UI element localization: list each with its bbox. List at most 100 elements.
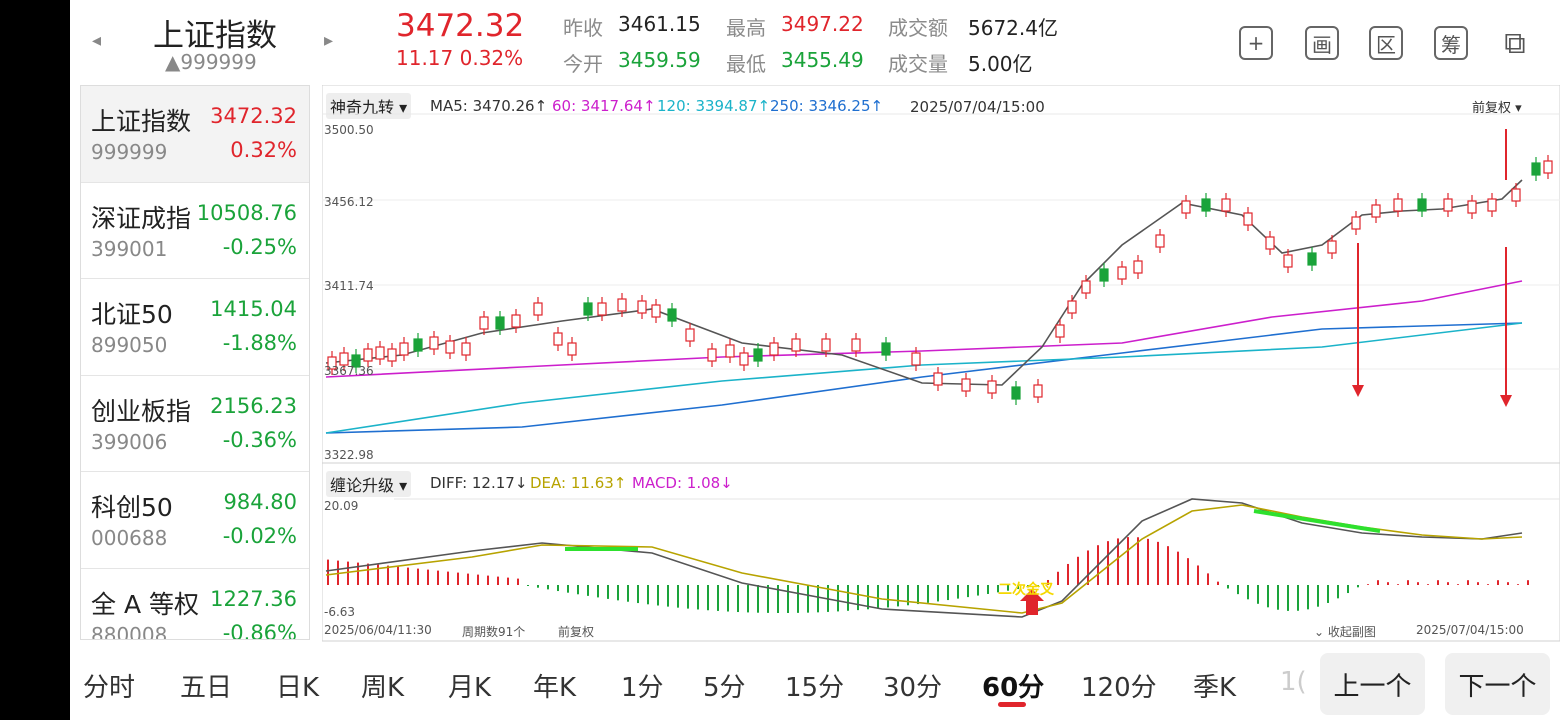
candle-body (567, 342, 577, 356)
tab-1min[interactable]: 1分 (621, 673, 664, 703)
device-icon[interactable]: ⧉ (1504, 25, 1526, 61)
y-tick: 3322.98 (324, 448, 374, 462)
candle-body (1351, 216, 1361, 230)
ma60-label: 60: 3417.64↑ (552, 97, 656, 115)
indicator-select[interactable]: 神奇九转 ▾ (326, 93, 412, 119)
app-window: ◂ ▸ 上证指数 ▲999999 3472.32 11.17 0.32% 昨收 … (70, 0, 1560, 720)
list-item-pct: -1.88% (222, 331, 297, 355)
y-tick: 3367.36 (324, 364, 374, 378)
candle-body (583, 302, 593, 316)
candle-body (1055, 324, 1065, 338)
list-item-name: 深证成指 (91, 203, 192, 233)
diff-label: DIFF: 12.17↓ (430, 474, 528, 492)
tab-120min[interactable]: 120分 (1081, 673, 1157, 703)
tab-15min[interactable]: 15分 (785, 673, 845, 703)
list-item[interactable]: 北证50 1415.04 899050 -1.88% (81, 279, 309, 376)
y-tick: 3500.50 (324, 123, 374, 137)
tab-week-k[interactable]: 周K (361, 673, 405, 703)
tab-intraday[interactable]: 分时 (83, 673, 136, 703)
sub-indicator-select[interactable]: 缠论升级 ▾ (326, 471, 412, 497)
region-icon[interactable]: 区 (1369, 26, 1403, 60)
next-index-arrow-icon[interactable]: ▸ (324, 30, 334, 51)
list-item[interactable]: 深证成指 10508.76 399001 -0.25% (81, 183, 309, 279)
stat-value: 5.00亿 (968, 52, 1033, 76)
candle-body (1221, 198, 1231, 212)
tab-month-k[interactable]: 月K (448, 673, 492, 703)
list-item[interactable]: 上证指数 3472.32 999999 0.32% (81, 86, 309, 183)
stat-value: 3459.59 (618, 48, 701, 72)
next-button[interactable]: 下一个 (1445, 653, 1550, 715)
collapse-subchart-button[interactable]: ⌄ 收起副图 (1314, 625, 1376, 639)
adjust-select[interactable]: 前复权 ▾ (1472, 101, 1522, 116)
tab-year-k[interactable]: 年K (533, 673, 577, 703)
tab-30min[interactable]: 30分 (883, 673, 943, 703)
list-item-code: 000688 (91, 526, 168, 550)
list-item-name: 北证50 (91, 300, 173, 329)
sub-y-tick: 20.09 (324, 499, 359, 513)
sub-y-tick: -6.63 (324, 605, 356, 619)
tab-season-k[interactable]: 季K (1193, 673, 1237, 703)
candle-body (1443, 198, 1453, 212)
candle-body (1487, 198, 1497, 212)
candle-body (461, 342, 471, 356)
list-item[interactable]: 全 A 等权 1227.36 880008 -0.86% (81, 569, 309, 640)
candle-body (1133, 260, 1143, 274)
plus-icon[interactable]: + (1239, 26, 1273, 60)
candle-body (339, 352, 349, 366)
draw-icon[interactable]: 画 (1305, 26, 1339, 60)
y-tick: 3456.12 (324, 195, 374, 209)
stat-label: 最低 (726, 52, 766, 76)
tab-five-day[interactable]: 五日 (180, 673, 233, 703)
list-item[interactable]: 科创50 984.80 000688 -0.02% (81, 472, 309, 569)
candle-body (769, 342, 779, 356)
ma250-line (325, 322, 1523, 434)
candle-body (1243, 212, 1253, 226)
chip-icon[interactable]: 筹 (1434, 26, 1468, 60)
prev-index-arrow-icon[interactable]: ◂ (92, 30, 102, 51)
tab-day-k[interactable]: 日K (276, 673, 320, 703)
candle-body (651, 304, 661, 318)
candle-body (445, 340, 455, 354)
macd-label: MACD: 1.08↓ (632, 474, 733, 492)
candle-body (533, 302, 543, 316)
dea-line (325, 504, 1523, 614)
candle-body (1511, 188, 1521, 202)
footer-end-date: 2025/07/04/15:00 (1416, 623, 1524, 637)
candle-body (413, 338, 423, 352)
candle-body (1531, 162, 1541, 176)
candle-body (821, 338, 831, 352)
list-item-price: 2156.23 (210, 393, 297, 418)
candle-body (1099, 268, 1109, 282)
candle-body (351, 354, 361, 368)
tab-more[interactable]: 1( (1280, 667, 1307, 697)
candle-body (1155, 234, 1165, 248)
tab-60min[interactable]: 60分 (982, 673, 1045, 703)
kline-chart[interactable]: 神奇九转 ▾ MA5: 3470.26↑ 60: 3417.64↑ 120: 3… (322, 85, 1560, 642)
list-item[interactable]: 创业板指 2156.23 399006 -0.36% (81, 376, 309, 472)
candle-body (399, 342, 409, 356)
tab-5min[interactable]: 5分 (703, 673, 746, 703)
candle-body (1393, 198, 1403, 212)
period-tabs: 分时 五日 日K 周K 月K 年K 1分 5分 15分 30分 60分 120分… (70, 655, 1560, 720)
signal-arrow-head (1020, 589, 1044, 601)
candle-body (725, 344, 735, 358)
list-item-price: 3472.32 (210, 104, 297, 128)
candle-body (1067, 300, 1077, 314)
candle-body (1417, 198, 1427, 212)
candle-body (387, 348, 397, 362)
stat-value: 3497.22 (781, 12, 864, 36)
ma60-line (325, 280, 1523, 378)
list-item-code: 399006 (91, 429, 168, 454)
candle-body (1033, 384, 1043, 398)
candle-body (961, 378, 971, 392)
list-item-code: 399001 (91, 236, 168, 261)
candle-body (1081, 280, 1091, 294)
signal-label: 二次金叉 (998, 582, 1054, 598)
down-arrow-head (1500, 395, 1512, 407)
candle-body (1283, 254, 1293, 268)
list-item-pct: -0.25% (222, 234, 297, 259)
stat-value: 5672.4亿 (968, 16, 1058, 40)
footer-adjust: 前复权 (558, 625, 595, 639)
list-item-name: 上证指数 (91, 107, 192, 136)
prev-button[interactable]: 上一个 (1320, 653, 1425, 715)
